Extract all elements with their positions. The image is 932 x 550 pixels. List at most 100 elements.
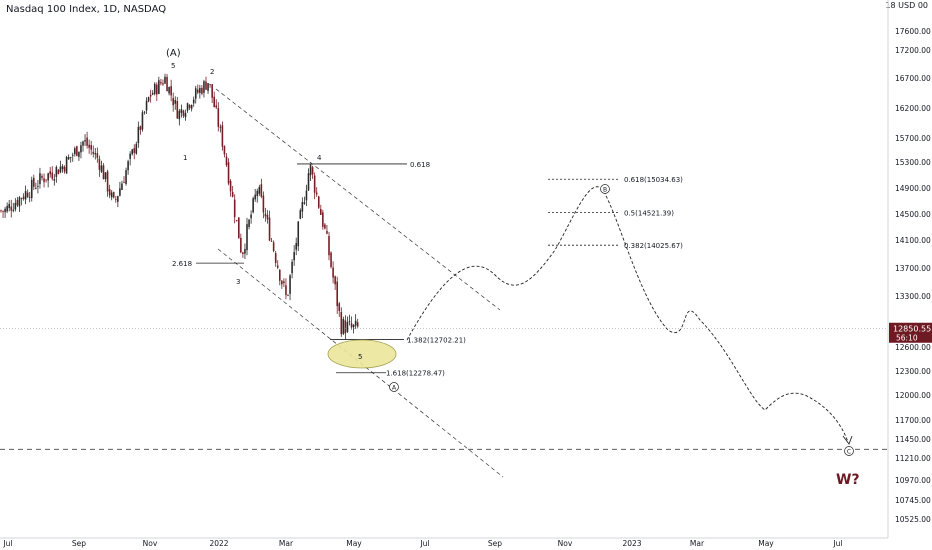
price-tick-label: 14100.00 xyxy=(895,236,931,245)
candle-body xyxy=(127,161,129,171)
candle-body xyxy=(213,96,215,107)
price-tick-label: 12300.00 xyxy=(895,367,931,376)
candle-body xyxy=(80,145,82,153)
candle-body xyxy=(30,179,33,198)
candle-body xyxy=(192,99,195,104)
candle-body xyxy=(340,311,343,335)
candle-body xyxy=(174,100,177,104)
wave-label-circled: A xyxy=(392,385,397,392)
candle-body xyxy=(303,202,306,204)
candle-body xyxy=(121,183,123,190)
candle-body xyxy=(137,126,140,144)
candle-body xyxy=(45,179,47,181)
candle-body xyxy=(252,198,254,213)
price-tick-label: 17200.00 xyxy=(895,46,931,55)
wave-circle xyxy=(389,382,399,392)
wave-circle xyxy=(600,184,610,194)
candle-body xyxy=(141,112,144,130)
candle-body xyxy=(39,173,41,184)
candle-body xyxy=(190,105,193,109)
symbol-title: Nasdaq 100 Index, 1D, NASDAQ xyxy=(6,4,167,15)
candle-body xyxy=(199,87,201,93)
candle-body xyxy=(51,172,54,179)
candle-body xyxy=(28,196,31,198)
time-tick-label: 2023 xyxy=(622,539,641,548)
candle-body xyxy=(194,88,197,99)
candle-body xyxy=(110,192,113,198)
candle-body xyxy=(205,81,207,90)
candle-body xyxy=(217,108,220,127)
price-tick-label: 17600.00 xyxy=(895,27,931,36)
candle-body xyxy=(274,253,277,264)
price-tick-label: 12000.00 xyxy=(895,391,931,400)
candle-body xyxy=(76,146,78,156)
candle-body xyxy=(119,188,121,196)
price-tick-label: 10970.00 xyxy=(895,476,931,485)
candle-body xyxy=(82,141,84,146)
candle-body xyxy=(162,83,164,85)
time-tick-label: May xyxy=(758,539,774,548)
candle-body xyxy=(184,112,187,118)
price-tick-label: 14900.00 xyxy=(895,184,931,193)
time-tick-label: Nov xyxy=(143,539,158,548)
candle-body xyxy=(223,145,226,155)
candle-body xyxy=(285,285,287,296)
wave-label: 5 xyxy=(358,353,362,361)
candle-body xyxy=(20,198,23,199)
time-tick-label: Sep xyxy=(488,539,502,548)
wave-label-circled: C xyxy=(847,449,851,456)
candle-body xyxy=(279,269,281,281)
candle-body xyxy=(250,214,252,219)
price-tick-label: 14500.00 xyxy=(895,210,931,219)
candle-body xyxy=(166,76,168,92)
candle-body xyxy=(4,208,6,213)
candle-body xyxy=(188,105,191,108)
fib-level-label: 2.618 xyxy=(172,260,192,268)
candle-body xyxy=(145,100,148,111)
projection-path xyxy=(406,186,849,443)
candle-body xyxy=(49,171,51,175)
wave-label-A-major: (A) xyxy=(166,48,181,59)
fib-level-label: 0.618(15034.63) xyxy=(624,176,683,184)
wave-label: 4 xyxy=(317,154,322,162)
candle-body xyxy=(344,320,347,334)
candle-body xyxy=(211,84,213,98)
price-tick-label: 11700.00 xyxy=(895,416,931,425)
candle-body xyxy=(264,213,267,217)
price-tick-label: 13300.00 xyxy=(895,292,931,301)
candle-body xyxy=(272,242,275,251)
candle-body xyxy=(180,109,183,113)
wave-label: 3 xyxy=(236,278,240,286)
candle-body xyxy=(170,86,172,96)
candle-body xyxy=(153,83,156,94)
candle-body xyxy=(258,187,261,194)
fib-level-label: 0.618 xyxy=(410,161,430,169)
candle-body xyxy=(176,101,179,119)
candle-body xyxy=(197,89,199,93)
candle-body xyxy=(47,173,49,181)
candle-body xyxy=(26,192,29,198)
candle-body xyxy=(240,237,242,253)
candle-body xyxy=(94,152,97,155)
candle-body xyxy=(317,196,320,208)
candle-body xyxy=(115,198,117,200)
time-tick-label: Nov xyxy=(558,539,573,548)
candle-body xyxy=(33,177,35,187)
candle-body xyxy=(229,180,232,192)
candle-body xyxy=(203,81,205,93)
candle-body xyxy=(151,93,154,95)
price-tick-label: 11210.00 xyxy=(895,454,931,463)
price-tick-label: 12600.00 xyxy=(895,343,931,352)
candle-body xyxy=(201,87,203,94)
candle-body xyxy=(324,224,326,229)
candle-body xyxy=(330,252,332,268)
candle-body xyxy=(354,320,357,326)
candle-body xyxy=(88,144,90,148)
candle-body xyxy=(69,156,72,158)
price-tick-label: 13700.00 xyxy=(895,264,931,273)
candle-body xyxy=(348,321,351,323)
candle-body xyxy=(172,98,174,106)
candle-body xyxy=(168,87,170,94)
